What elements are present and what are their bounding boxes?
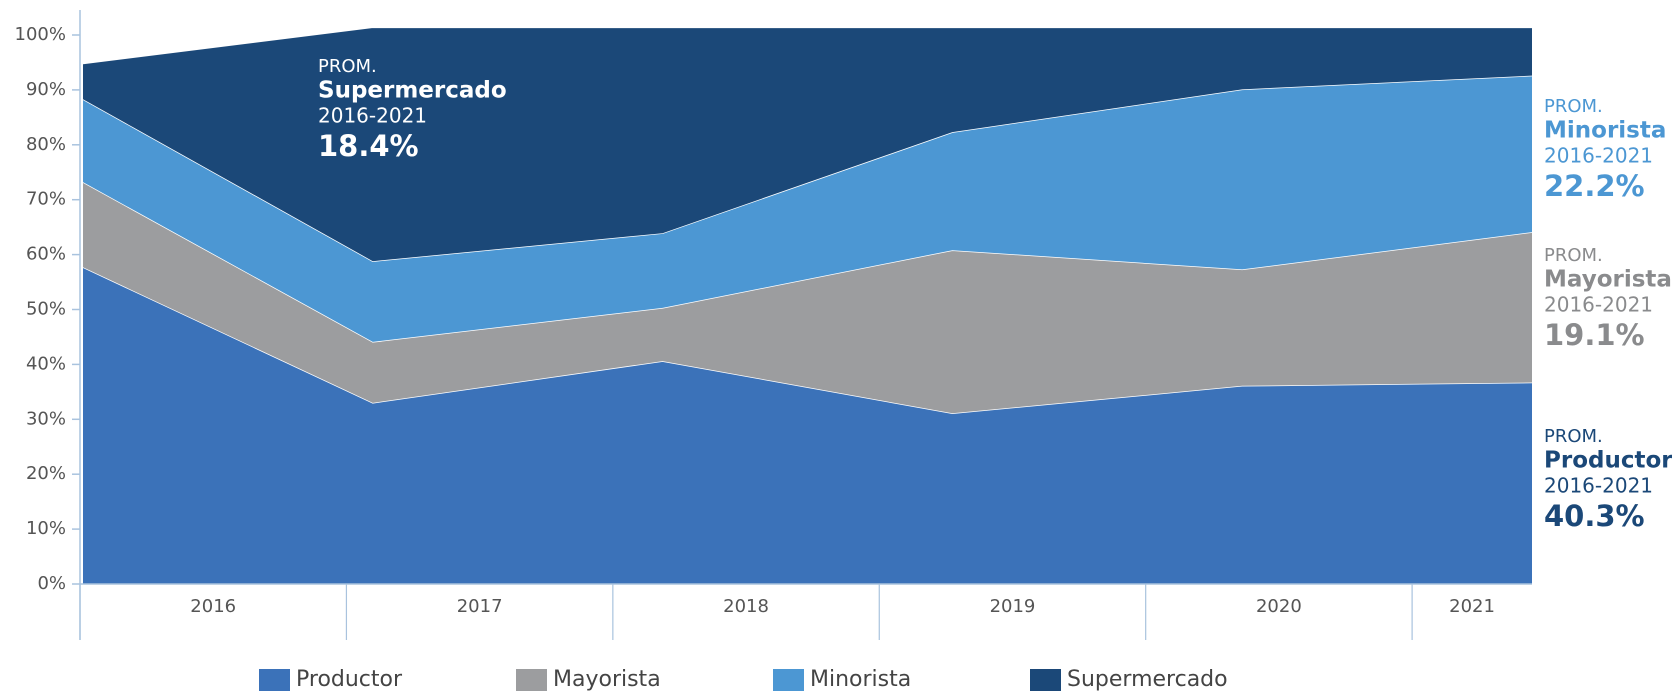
- y-tick-label: 30%: [26, 408, 66, 429]
- annotation-name: Supermercado: [318, 78, 507, 104]
- annotation-name: Mayorista: [1544, 267, 1672, 293]
- annotation-value: 19.1%: [1544, 318, 1645, 352]
- annotation-prefix: PROM.: [1544, 426, 1603, 447]
- y-tick-label: 10%: [26, 518, 66, 539]
- area-edge: [82, 26, 1532, 65]
- annotation-value: 22.2%: [1544, 169, 1645, 203]
- area: [83, 267, 1532, 584]
- legend-swatch: [259, 669, 290, 691]
- annotation-period: 2016-2021: [1544, 293, 1653, 317]
- annotation-period: 2016-2021: [1544, 144, 1653, 168]
- annotation-value: 40.3%: [1544, 499, 1645, 533]
- x-tick-label: 2016: [190, 596, 236, 617]
- y-tick-label: 70%: [26, 189, 66, 210]
- y-tick-label: 40%: [26, 353, 66, 374]
- y-tick-label: 100%: [15, 24, 66, 45]
- annotation-period: 2016-2021: [318, 104, 427, 128]
- annotation-prefix: PROM.: [1544, 245, 1603, 266]
- legend-label: Minorista: [810, 667, 911, 692]
- annotation-name: Minorista: [1544, 118, 1666, 144]
- x-tick-label: 2017: [457, 596, 503, 617]
- area: [83, 75, 1532, 342]
- annotation-period: 2016-2021: [1544, 474, 1653, 498]
- y-tick-label: 0%: [37, 573, 66, 594]
- legend-label: Productor: [296, 667, 403, 692]
- legend-label: Mayorista: [553, 667, 661, 692]
- legend-label: Supermercado: [1067, 667, 1228, 692]
- y-tick-label: 60%: [26, 244, 66, 265]
- legend-swatch: [516, 669, 547, 691]
- x-tick-label: 2020: [1256, 596, 1302, 617]
- y-tick-label: 90%: [26, 79, 66, 100]
- x-tick-label: 2018: [723, 596, 769, 617]
- annotation-prefix: PROM.: [1544, 96, 1603, 117]
- y-tick-label: 20%: [26, 463, 66, 484]
- area: [83, 27, 1532, 262]
- x-tick-label: 2021: [1449, 596, 1495, 617]
- x-tick-label: 2019: [990, 596, 1036, 617]
- legend-swatch: [1030, 669, 1061, 691]
- area: [83, 182, 1532, 414]
- annotation-value: 18.4%: [318, 129, 419, 163]
- legend-swatch: [773, 669, 804, 691]
- y-tick-label: 50%: [26, 299, 66, 320]
- annotation-name: Productor: [1544, 448, 1672, 474]
- annotation-prefix: PROM.: [318, 56, 377, 77]
- y-tick-label: 80%: [26, 134, 66, 155]
